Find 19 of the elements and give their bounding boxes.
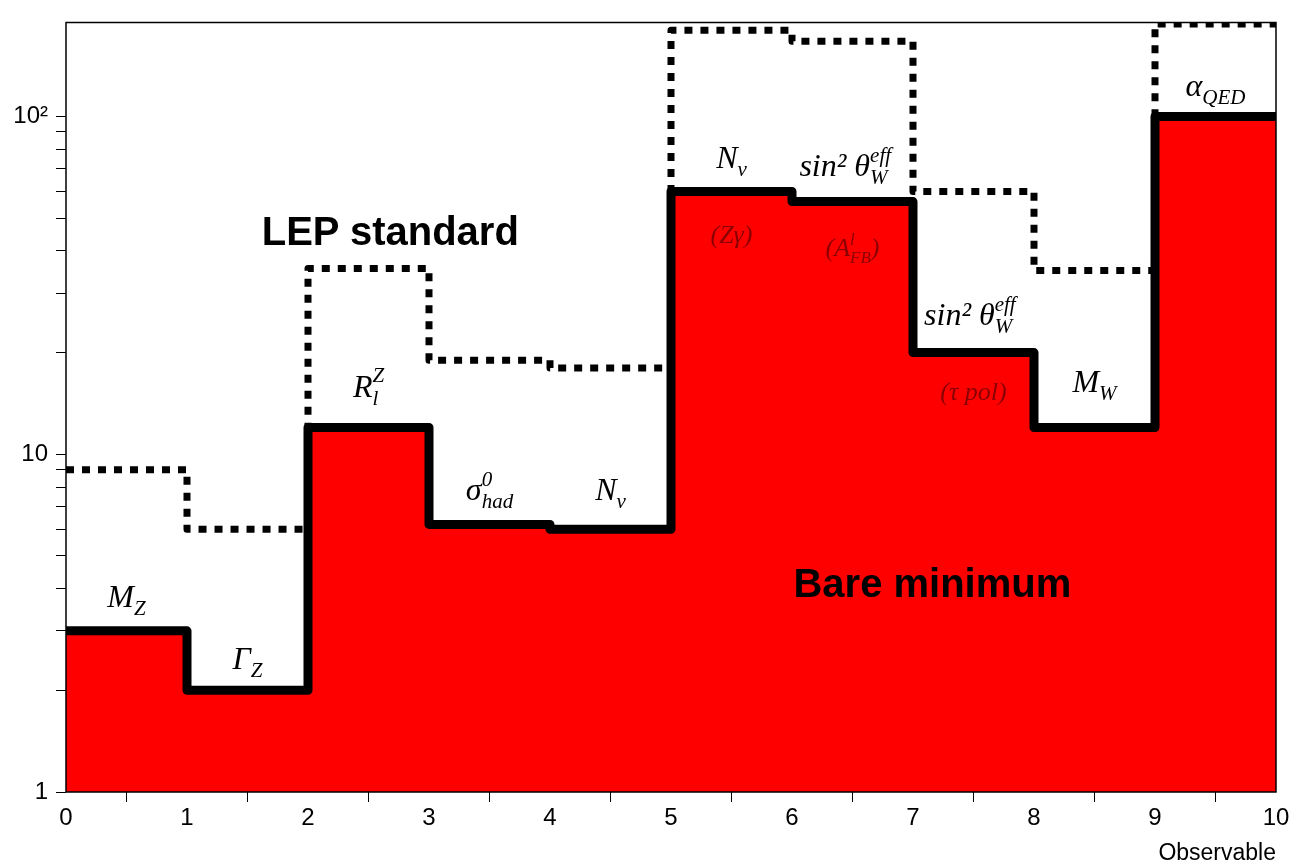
series-label: Bare minimum bbox=[793, 561, 1072, 606]
series-label: LEP standard bbox=[261, 208, 519, 253]
x-tick-label: 3 bbox=[422, 803, 436, 831]
x-tick-label: 9 bbox=[1148, 803, 1162, 831]
y-tick-label: 10² bbox=[13, 101, 49, 129]
x-tick-label: 5 bbox=[664, 803, 678, 831]
y-tick-label: 1 bbox=[34, 776, 48, 804]
x-tick-label: 4 bbox=[543, 803, 557, 831]
annotation: (Zγ) bbox=[710, 219, 753, 249]
x-tick-label: 8 bbox=[1027, 803, 1041, 831]
x-tick-label: 6 bbox=[785, 803, 799, 831]
x-tick-label: 2 bbox=[301, 803, 315, 831]
x-tick-label: 10 bbox=[1262, 803, 1290, 831]
x-tick-label: 7 bbox=[906, 803, 920, 831]
x-tick-label: 0 bbox=[59, 803, 73, 831]
y-tick-label: 10 bbox=[21, 438, 48, 466]
annotation: (τ pol) bbox=[940, 377, 1007, 407]
x-axis-title: Observable bbox=[1158, 839, 1276, 865]
x-tick-label: 1 bbox=[180, 803, 194, 831]
